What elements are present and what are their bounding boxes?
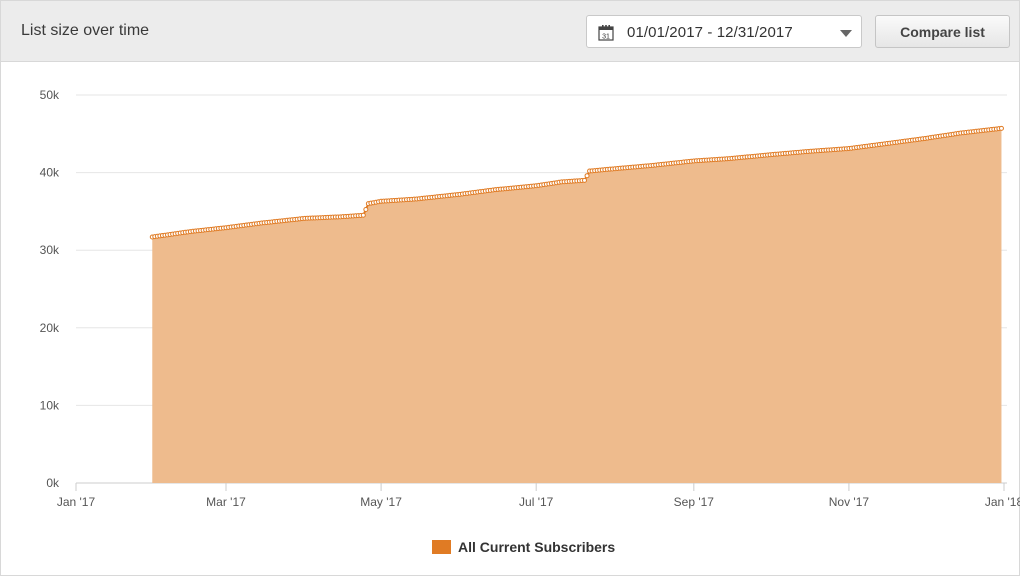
calendar-day-text: 31 [602,34,610,41]
x-tick-label: Nov '17 [829,495,870,509]
legend-swatch [432,540,451,554]
compare-list-button[interactable]: Compare list [875,15,1010,48]
x-tick-label: Jan '17 [57,495,96,509]
data-point [581,177,587,183]
date-range-select[interactable]: 31 01/01/2017 - 12/31/2017 [586,15,862,48]
legend-item[interactable]: All Current Subscribers [432,538,615,556]
y-tick-label: 50k [40,88,60,102]
x-tick-label: May '17 [360,495,402,509]
data-point [584,173,590,179]
chevron-down-icon [840,30,852,37]
x-tick-label: Mar '17 [206,495,246,509]
x-tick-label: Jul '17 [519,495,554,509]
y-tick-label: 10k [40,398,60,412]
date-range-value: 01/01/2017 - 12/31/2017 [627,24,793,41]
panel-title: List size over time [21,22,150,39]
y-tick-label: 30k [40,243,60,257]
y-tick-label: 20k [40,321,60,335]
legend-label: All Current Subscribers [458,539,616,555]
data-point [998,125,1004,131]
x-tick-label: Jan '18 [985,495,1020,509]
data-point [363,206,369,212]
calendar-icon: 31 [598,25,614,41]
y-tick-label: 40k [40,166,60,180]
x-tick-label: Sep '17 [674,495,715,509]
y-tick-label: 0k [46,476,60,490]
panel-header: List size over time 31 01/01/2017 - 12/3… [1,1,1019,62]
list-size-chart: 0k 10k 20k 30k 40k 50k Jan '17 Mar '17 May '17 Ju… [40,88,1020,509]
data-point [360,212,366,218]
